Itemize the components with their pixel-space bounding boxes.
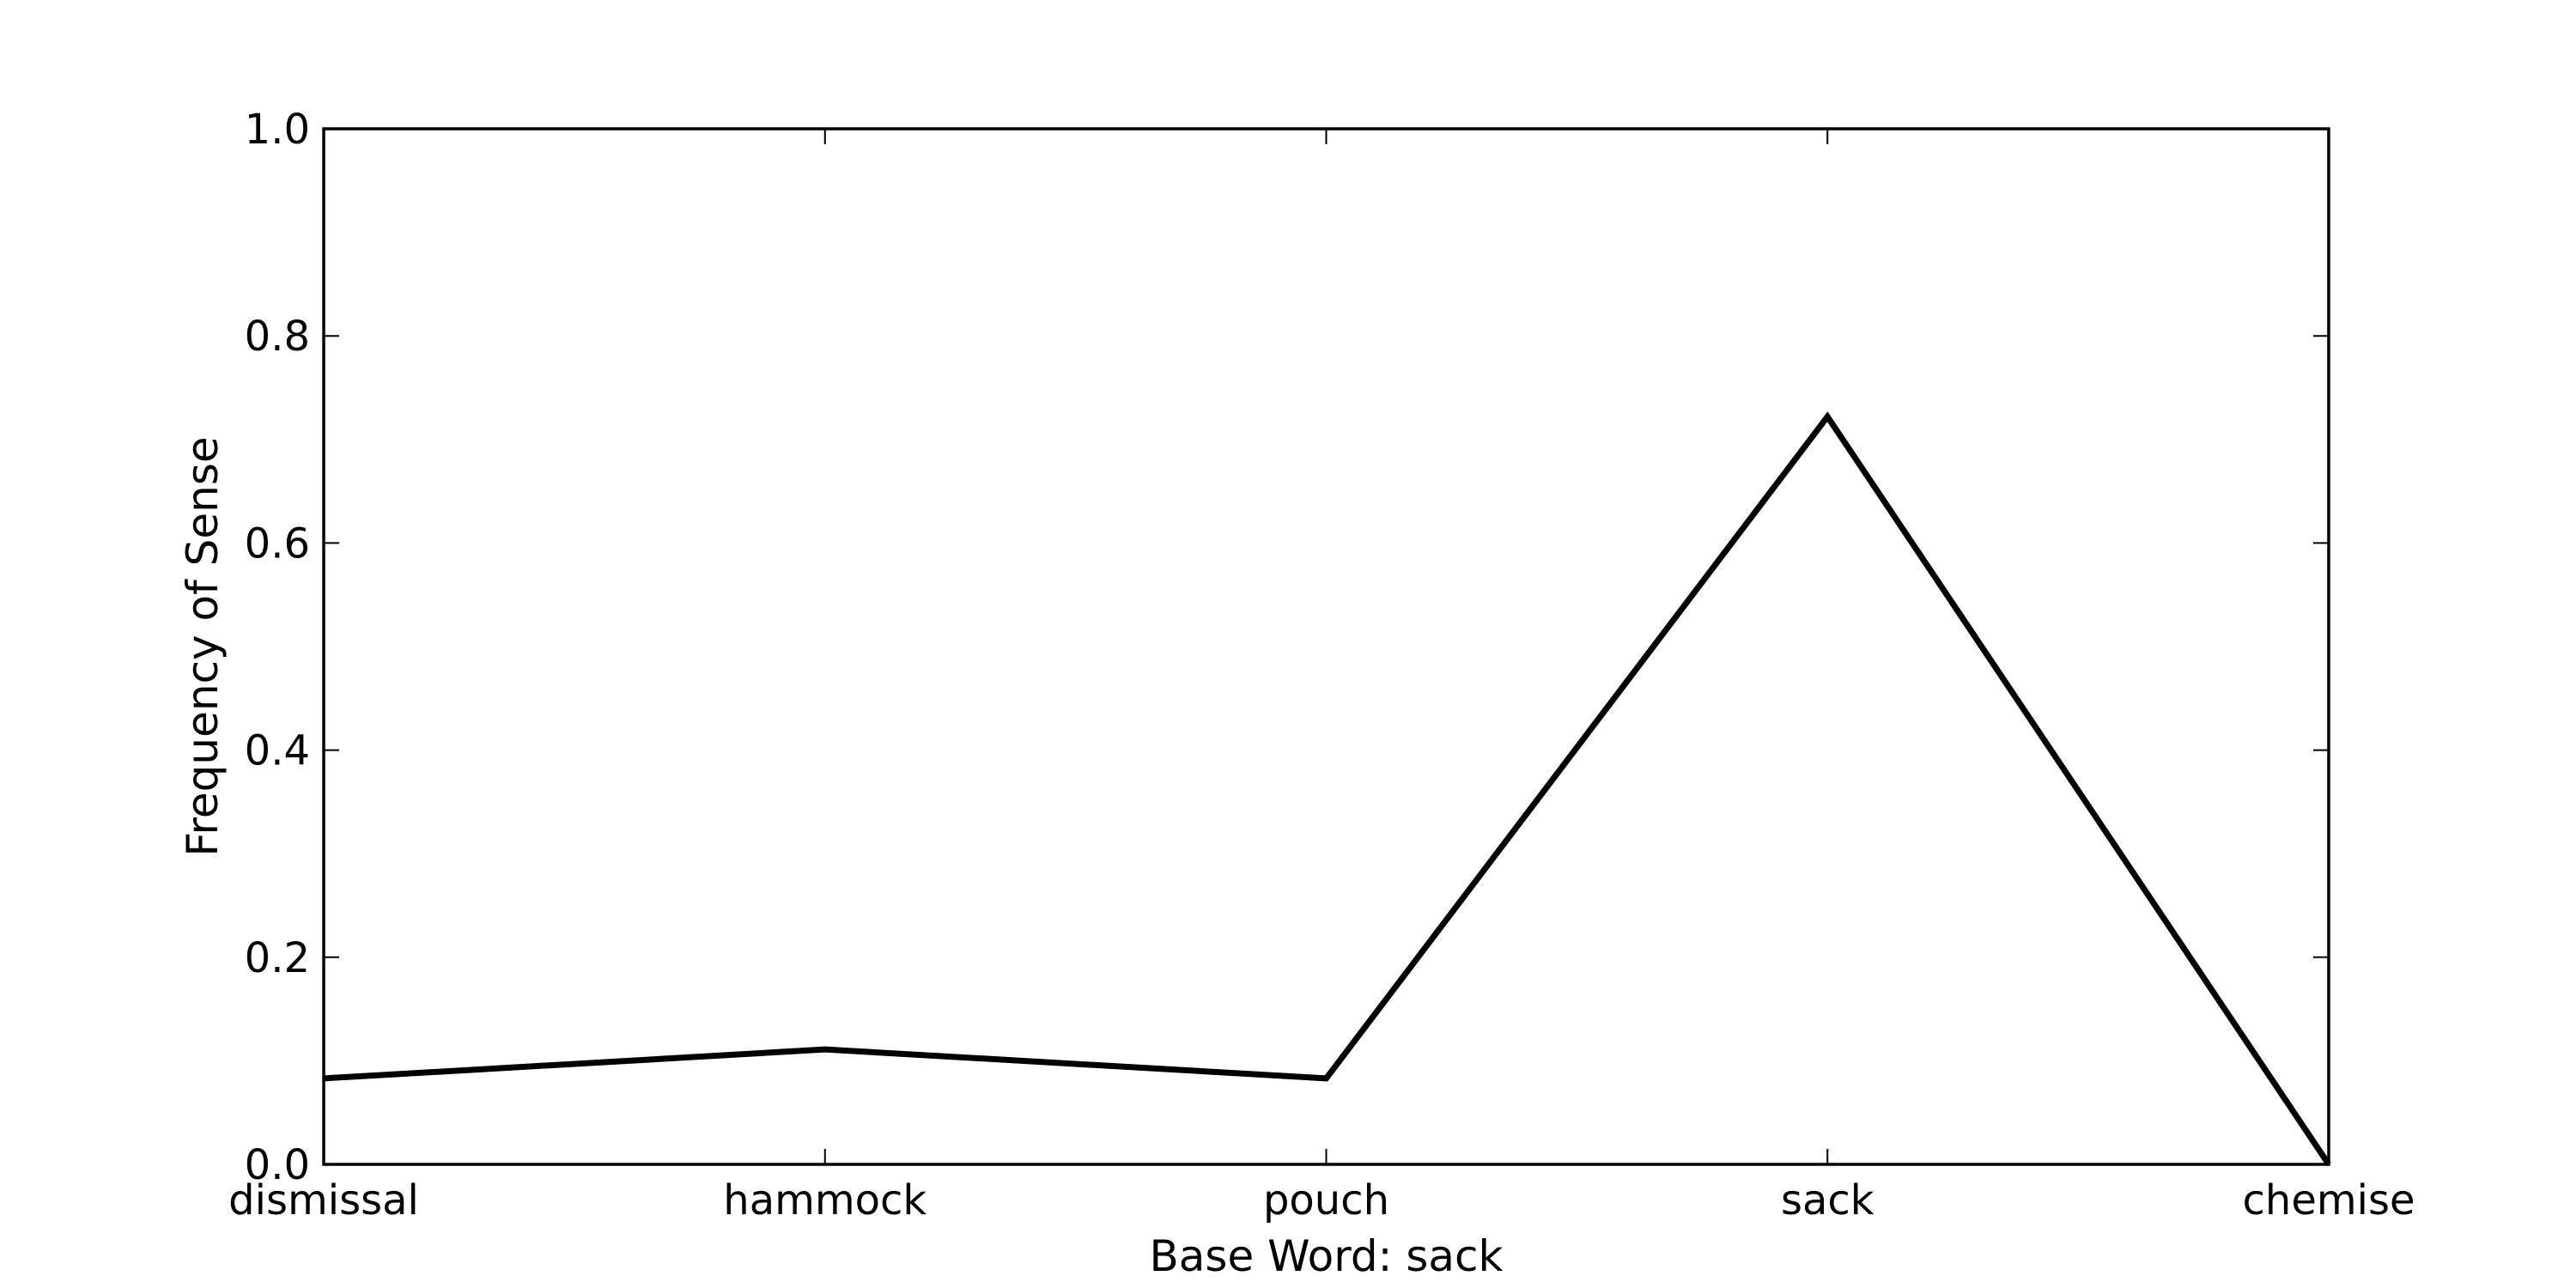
x-axis-ticks: dismissal hammock pouch sack chemise: [228, 129, 2415, 1224]
y-tick-label: 0.6: [245, 519, 310, 568]
y-tick-label: 0.0: [245, 1141, 310, 1189]
x-tick-label: pouch: [1263, 1176, 1389, 1224]
x-tick-label: dismissal: [228, 1176, 419, 1224]
x-axis-label: Base Word: sack: [1149, 1231, 1503, 1281]
x-tick-label: hammock: [723, 1176, 927, 1224]
y-tick-label: 0.8: [245, 313, 310, 361]
y-tick-label: 0.2: [245, 934, 310, 982]
y-axis-ticks: 0.0 0.2 0.4 0.6 0.8 1.0: [245, 106, 2329, 1189]
plot-frame: [322, 127, 2330, 1166]
x-tick-label: chemise: [2243, 1176, 2415, 1224]
y-tick-label: 0.4: [245, 727, 310, 775]
y-axis-label: Frequency of Sense: [178, 436, 228, 856]
y-tick-label: 1.0: [245, 106, 310, 154]
x-tick-label: sack: [1781, 1176, 1874, 1224]
